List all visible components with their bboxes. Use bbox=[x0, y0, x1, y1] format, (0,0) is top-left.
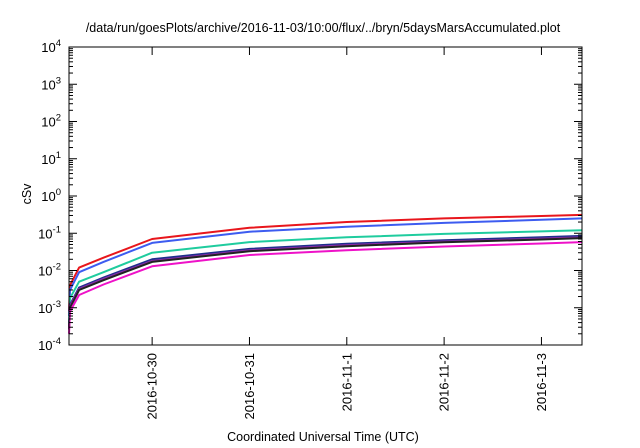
y-tick-label: 104 bbox=[41, 38, 61, 55]
y-tick-label: 100 bbox=[41, 187, 61, 204]
y-tick-label: 103 bbox=[41, 75, 61, 92]
x-tick-label: 2016-10-30 bbox=[145, 353, 160, 420]
x-tick-label: 2016-11-2 bbox=[437, 353, 452, 411]
series-line-1 bbox=[68, 213, 583, 312]
plot-frame bbox=[68, 46, 583, 346]
x-tick-label: 2016-11-1 bbox=[339, 353, 354, 411]
y-axis: 10-4 10-3 10-2 10-1 100 101 102 103 104 bbox=[38, 38, 582, 353]
series-line-3 bbox=[68, 229, 583, 323]
series-line-7 bbox=[68, 241, 583, 334]
chart-title: /data/run/goesPlots/archive/2016-11-03/1… bbox=[86, 21, 561, 35]
x-tick-label: 2016-10-31 bbox=[242, 353, 257, 420]
series-line-6 bbox=[68, 237, 583, 330]
x-axis: 2016-10-30 2016-10-31 2016-11-1 2016-11-2 20… bbox=[145, 47, 549, 420]
y-tick-label: 10-2 bbox=[38, 262, 61, 279]
series-layer bbox=[68, 213, 583, 334]
y-tick-label: 10-3 bbox=[38, 299, 61, 316]
y-tick-label: 102 bbox=[41, 113, 61, 130]
x-tick-label: 2016-11-3 bbox=[534, 353, 549, 411]
y-tick-label: 10-4 bbox=[38, 336, 61, 353]
series-line-4 bbox=[68, 234, 583, 328]
x-axis-label: Coordinated Universal Time (UTC) bbox=[227, 430, 419, 444]
series-line-2 bbox=[68, 217, 583, 317]
y-tick-label: 101 bbox=[41, 150, 61, 167]
y-axis-label: cSv bbox=[20, 183, 34, 205]
y-tick-label: 10-1 bbox=[38, 224, 61, 241]
